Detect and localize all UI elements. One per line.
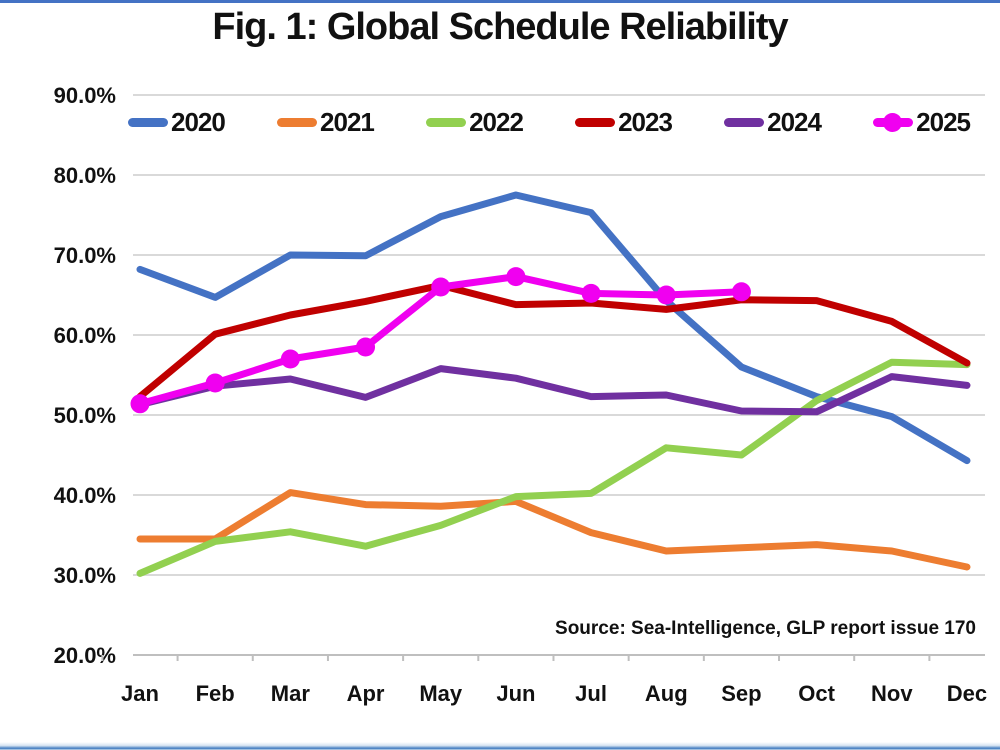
legend-swatch-2023 [575, 117, 616, 127]
y-axis-tick-label: 20.0% [54, 643, 116, 668]
y-axis-tick-label: 80.0% [54, 163, 116, 188]
y-axis-tick-label: 60.0% [54, 323, 116, 348]
legend-item-2024: 2024 [724, 106, 822, 138]
x-axis-tick-label: Dec [947, 681, 987, 706]
legend-item-2025: 2025 [873, 106, 971, 138]
legend-swatch-2021 [277, 117, 318, 127]
x-axis-tick-label: Apr [347, 681, 385, 706]
legend-item-2020: 2020 [128, 106, 226, 138]
legend-marker-icon [883, 112, 903, 132]
series-marker-2025 [130, 394, 150, 414]
x-axis-tick-label: Nov [871, 681, 913, 706]
series-line-2022 [136, 358, 971, 577]
y-axis-tick-label: 90.0% [54, 83, 116, 108]
series-marker-2025 [280, 349, 300, 369]
legend-label: 2025 [916, 106, 971, 137]
series-marker-2025 [431, 277, 451, 297]
chart-title: Fig. 1: Global Schedule Reliability [212, 6, 788, 48]
series-marker-2025 [506, 267, 526, 287]
legend-label: 2023 [618, 106, 673, 137]
legend-swatch-2022 [426, 117, 467, 127]
series-marker-2025 [656, 285, 676, 305]
y-axis-tick-label: 70.0% [54, 243, 116, 268]
legend-label: 2020 [171, 106, 226, 137]
legend-swatch-2020 [128, 117, 168, 127]
x-axis-tick-label: Aug [645, 681, 688, 706]
x-axis-tick-label: Jul [575, 681, 607, 706]
legend-label: 2024 [767, 106, 822, 137]
series-line-2020 [136, 191, 971, 465]
y-axis-tick-label: 50.0% [54, 403, 116, 428]
series-marker-2025 [731, 282, 751, 302]
x-axis-tick-label: May [419, 681, 463, 706]
x-axis-tick-label: Oct [798, 681, 835, 706]
x-axis-tick-label: Mar [271, 681, 311, 706]
series-line-2024 [136, 365, 971, 416]
x-axis-tick-label: Jun [496, 681, 535, 706]
legend-item-2022: 2022 [426, 106, 524, 138]
legend-item-2023: 2023 [575, 106, 673, 138]
y-axis-tick-label: 30.0% [54, 563, 116, 588]
bottom-border-bar [0, 742, 1000, 750]
chart-legend: 2020 2021 2022 2023 2024 2025 [128, 104, 971, 140]
series-line-2023 [136, 281, 971, 401]
legend-swatch-2024 [724, 117, 765, 127]
legend-label: 2022 [469, 106, 524, 137]
source-note: Source: Sea-Intelligence, GLP report iss… [555, 618, 976, 639]
series-marker-2025 [205, 373, 225, 393]
y-axis-tick-label: 40.0% [54, 483, 116, 508]
legend-swatch-2025 [873, 112, 914, 132]
legend-label: 2021 [320, 106, 375, 137]
top-border-bar [0, 0, 1000, 3]
x-axis-tick-label: Sep [721, 681, 761, 706]
series-marker-2025 [581, 283, 601, 303]
legend-item-2021: 2021 [277, 106, 375, 138]
series-line-2021 [136, 489, 971, 571]
x-axis-tick-label: Jan [121, 681, 159, 706]
series-marker-2025 [356, 337, 376, 357]
x-axis-tick-label: Feb [196, 681, 235, 706]
